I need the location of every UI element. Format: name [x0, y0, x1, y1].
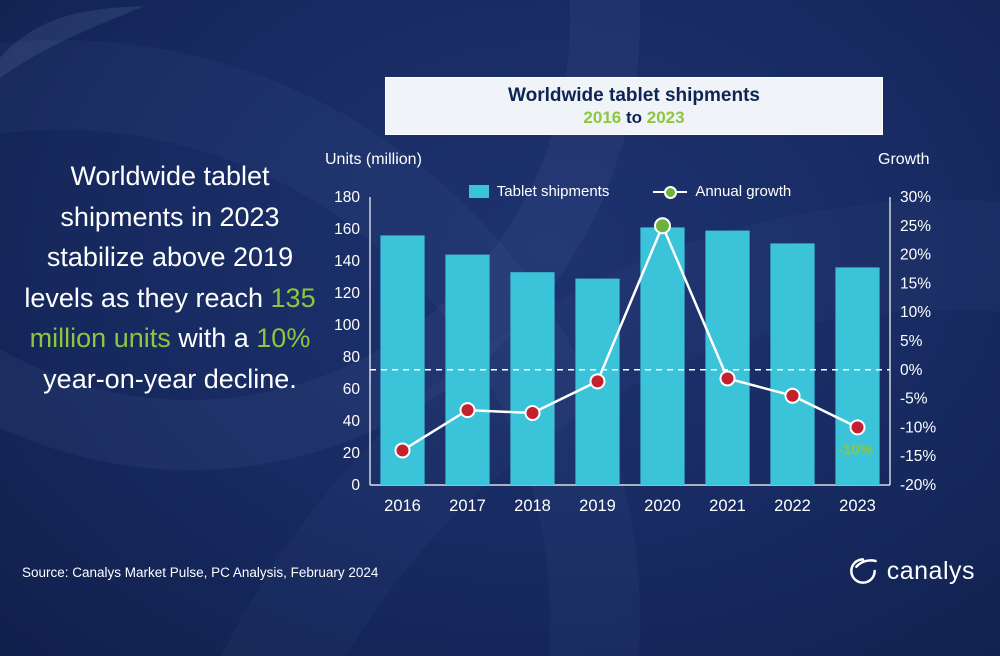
right-axis-tick: 30%	[900, 189, 931, 206]
left-axis-tick: 20	[343, 445, 361, 462]
left-axis-tick: 60	[343, 381, 361, 398]
x-axis-label: 2023	[839, 497, 876, 515]
chart-title: Worldwide tablet shipments	[508, 84, 760, 106]
source-note: Source: Canalys Market Pulse, PC Analysi…	[22, 565, 379, 580]
growth-marker	[654, 217, 671, 235]
right-axis-tick: 15%	[900, 275, 931, 292]
growth-marker	[524, 405, 541, 421]
chart-title-box: Worldwide tablet shipments 2016 to 2023	[385, 77, 883, 135]
x-axis-label: 2017	[449, 497, 486, 515]
right-axis-tick: 20%	[900, 247, 931, 264]
left-axis-tick: 40	[343, 413, 361, 430]
right-axis-tick: -20%	[900, 477, 936, 494]
shipment-bar	[835, 267, 880, 485]
shipments-growth-chart: 0 20 40 60 80 100 120 140 160 180 -20% -15% -10% -5% 0…	[334, 189, 936, 515]
right-axis-tick: 10%	[900, 304, 931, 321]
headline-text: Worldwide tablet shipments in 2023 stabi…	[24, 161, 294, 313]
right-axis-tick: -15%	[900, 448, 936, 465]
chart-subtitle: 2016 to 2023	[583, 107, 684, 128]
bar-swatch-icon	[468, 185, 489, 198]
shipment-bar	[640, 227, 685, 485]
headline: Worldwide tablet shipments in 2023 stabi…	[20, 156, 320, 399]
left-axis-tick: 100	[334, 317, 360, 334]
left-axis-tick: 0	[351, 477, 360, 494]
growth-marker	[394, 442, 411, 459]
left-axis-tick: 160	[334, 221, 360, 238]
x-axis-label: 2019	[579, 497, 616, 515]
legend-label-growth: Annual growth	[695, 183, 792, 200]
growth-marker	[589, 373, 606, 390]
left-axis-title: Units (million)	[325, 151, 422, 168]
growth-marker	[784, 387, 801, 404]
headline-highlight-units: 135 million units	[29, 282, 316, 354]
right-axis-tick: 25%	[900, 218, 931, 235]
shipment-bar	[510, 272, 555, 485]
growth-line	[401, 222, 859, 452]
right-axis-tick: 5%	[900, 333, 923, 350]
subtitle-year-end: 2023	[646, 108, 685, 128]
canalys-logo-text: canalys	[886, 556, 975, 585]
right-axis-tick: -5%	[900, 391, 928, 408]
x-axis-label: 2016	[384, 497, 421, 515]
left-axis-tick: 120	[334, 285, 360, 302]
left-axis-tick: 140	[334, 253, 360, 270]
legend-item-shipments: Tablet shipments	[468, 183, 610, 200]
x-axis-label: 2022	[774, 497, 811, 515]
canalys-logo: canalys	[848, 556, 975, 586]
line-marker-icon	[653, 185, 688, 199]
shipment-bar	[705, 230, 750, 485]
corner-swoosh-icon	[0, 6, 145, 78]
right-axis-tick: -10%	[900, 419, 936, 436]
right-axis-tick: 0%	[900, 362, 923, 379]
headline-text: with a	[170, 323, 257, 353]
subtitle-year-start: 2016	[583, 108, 622, 128]
x-axis-label: 2018	[514, 497, 551, 515]
right-axis-title: Growth	[878, 151, 930, 168]
legend-item-growth: Annual growth	[653, 183, 791, 200]
growth-marker	[849, 419, 866, 436]
growth-annotation: -10%	[838, 441, 873, 458]
x-axis-label: 2021	[709, 497, 746, 515]
legend-label-shipments: Tablet shipments	[496, 183, 610, 200]
left-axis-tick: 80	[343, 349, 361, 366]
left-axis-tick: 180	[334, 189, 360, 206]
chart-legend: Tablet shipments Annual growth	[370, 183, 890, 200]
growth-marker	[459, 402, 476, 419]
growth-marker	[719, 370, 736, 387]
shipment-bar	[770, 243, 815, 485]
canalys-logo-icon	[849, 558, 877, 584]
headline-text: year-on-year decline.	[43, 363, 297, 394]
x-axis-label: 2020	[644, 497, 681, 515]
subtitle-separator: to	[621, 108, 647, 128]
headline-highlight-percent: 10%	[256, 323, 311, 353]
